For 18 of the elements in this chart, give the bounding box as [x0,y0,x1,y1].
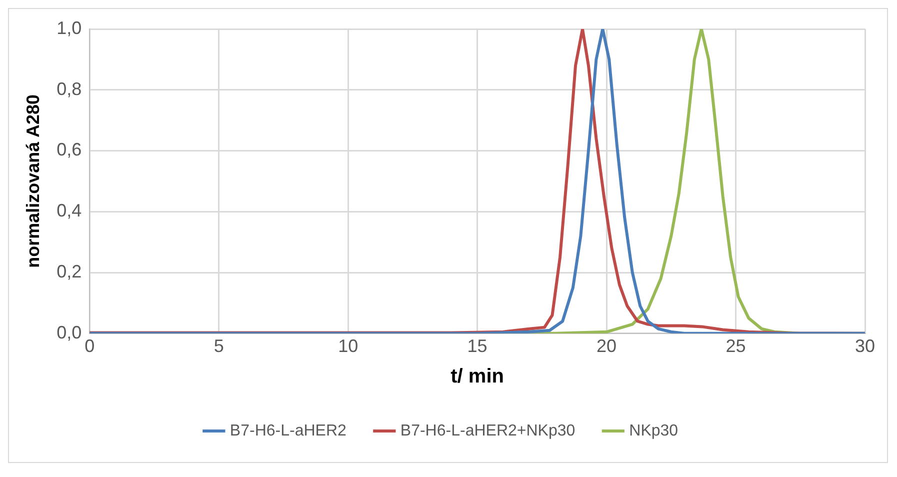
y-tick-label: 0,0 [56,322,82,342]
x-tick-label: 10 [338,336,358,356]
legend-label: B7-H6-L-aHER2 [230,422,347,440]
x-tick-label: 20 [596,336,617,356]
legend-label: B7-H6-L-aHER2+NKp30 [400,422,576,440]
y-tick-label: 0,2 [56,261,82,282]
y-tick-label: 0,8 [56,78,82,99]
x-tick-label: 30 [854,336,876,356]
x-axis-title: t/ min [450,366,504,388]
x-tick-label: 25 [726,336,746,356]
legend-label: NKp30 [629,422,678,440]
y-axis-title: normalizovaná A280 [22,94,43,268]
y-tick-label: 0,4 [56,200,82,221]
y-tick-label: 1,0 [56,18,82,38]
y-tick-label: 0,6 [56,140,82,160]
x-tick-label: 0 [84,336,95,356]
x-tick-label: 15 [467,336,488,356]
x-tick-label: 5 [214,336,224,356]
